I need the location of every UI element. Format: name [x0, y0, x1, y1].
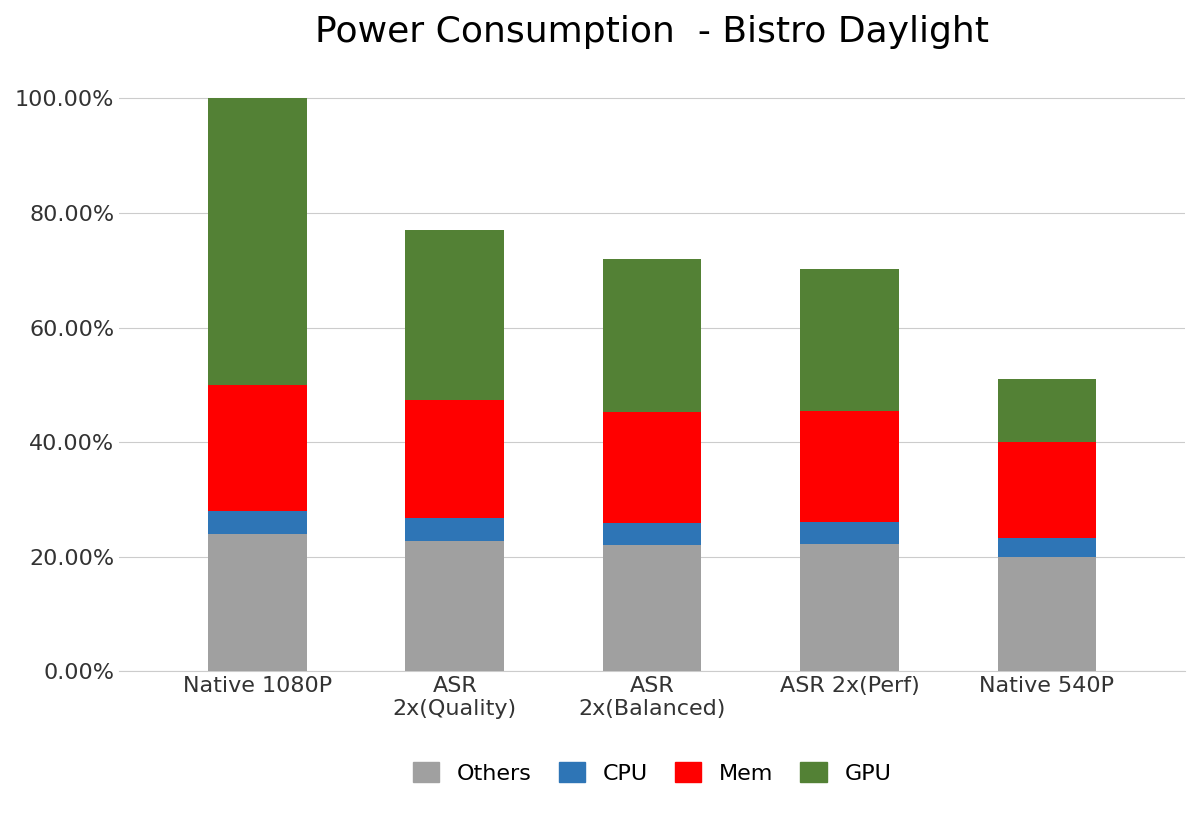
Bar	[208, 534, 307, 671]
Bar	[997, 441, 1096, 538]
Bar	[208, 385, 307, 511]
Bar	[800, 544, 899, 671]
Bar	[406, 518, 504, 540]
Bar	[800, 268, 899, 410]
Bar	[800, 522, 899, 544]
Bar	[602, 412, 702, 524]
Legend: Others, CPU, Mem, GPU: Others, CPU, Mem, GPU	[403, 753, 900, 792]
Bar	[800, 410, 899, 522]
Bar	[997, 379, 1096, 441]
Bar	[208, 511, 307, 534]
Bar	[406, 400, 504, 518]
Bar	[997, 538, 1096, 556]
Bar	[602, 545, 702, 671]
Bar	[997, 556, 1096, 671]
Bar	[406, 230, 504, 400]
Bar	[602, 524, 702, 545]
Title: Power Consumption  - Bistro Daylight: Power Consumption - Bistro Daylight	[316, 15, 989, 49]
Bar	[602, 258, 702, 412]
Bar	[406, 540, 504, 671]
Bar	[208, 98, 307, 385]
